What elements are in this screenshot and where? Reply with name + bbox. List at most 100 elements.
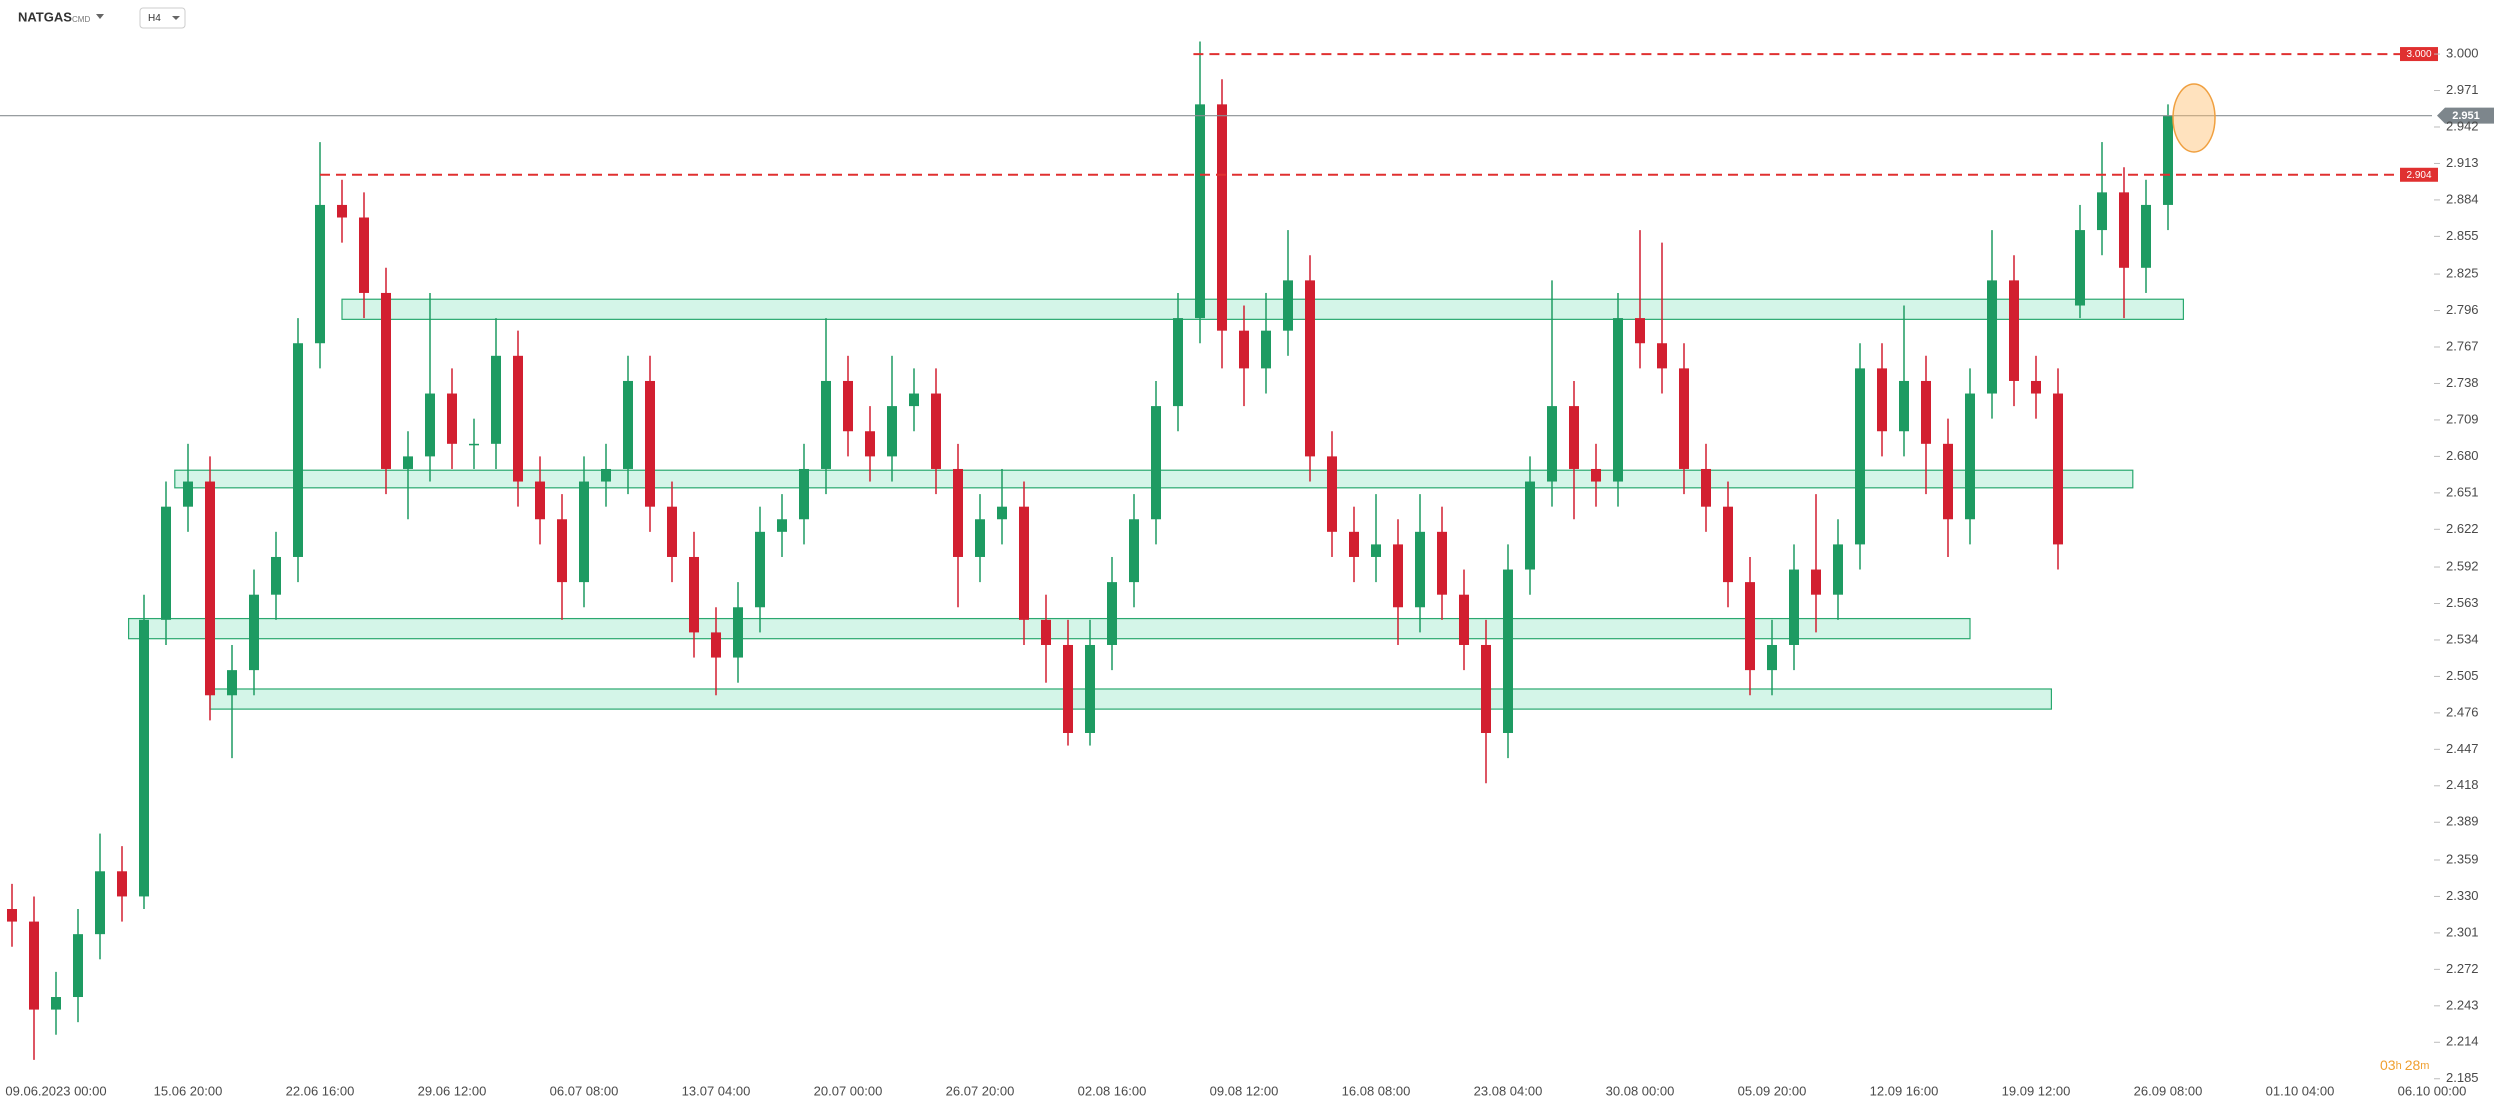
candle-body [1305, 280, 1315, 457]
y-tick-label: 2.796 [2446, 302, 2479, 317]
candle-body [1283, 280, 1293, 331]
candle-body [315, 204, 325, 344]
candles [7, 41, 2173, 1060]
interval-dropdown[interactable] [172, 16, 180, 20]
candle-body [183, 481, 193, 507]
candle-body [557, 519, 567, 583]
candle-body [491, 355, 501, 444]
candle-body [469, 443, 479, 446]
y-tick-label: 2.534 [2446, 631, 2479, 646]
x-tick-label: 12.09 16:00 [1870, 1083, 1939, 1098]
candle-body [51, 997, 61, 1010]
candle-body [1503, 569, 1513, 733]
y-tick-label: 2.447 [2446, 741, 2479, 756]
x-tick-label: 16.08 08:00 [1342, 1083, 1411, 1098]
candle-body [227, 670, 237, 696]
candle-body [997, 506, 1007, 520]
candle-body [381, 292, 391, 469]
candle-body [1041, 619, 1051, 645]
countdown-hours: 03 [2380, 1057, 2396, 1073]
candle-body [1085, 644, 1095, 733]
candle-body [1811, 569, 1821, 595]
candle-body [2097, 192, 2107, 231]
candle-body [1195, 104, 1205, 319]
candle-body [1173, 318, 1183, 407]
highlight-ellipse [2172, 83, 2216, 153]
candle-body [1217, 104, 1227, 331]
candle-body [2075, 230, 2085, 306]
candle-body [403, 456, 413, 469]
candle-body [535, 481, 545, 520]
y-tick-label: 2.855 [2446, 228, 2479, 243]
candle-body [755, 531, 765, 608]
candle-body [887, 406, 897, 457]
interval: H4 [148, 13, 161, 24]
candle-body [73, 934, 83, 998]
candle-body [711, 632, 721, 658]
candle-body [579, 481, 589, 583]
levels: 3.000 2.904 2.951 [0, 47, 2494, 182]
candle-body [1151, 406, 1161, 520]
candle-body [623, 380, 633, 469]
toolbar: NATGAS CMD H4 [18, 7, 186, 29]
level-tag [2400, 167, 2438, 182]
x-tick-label: 13.07 04:00 [682, 1083, 751, 1098]
candle-body [1129, 519, 1139, 583]
x-tick-label: 01.10 04:00 [2266, 1083, 2335, 1098]
candle-body [645, 380, 655, 507]
candle-body [1899, 380, 1909, 432]
candle-body [601, 468, 611, 482]
x-tick-label: 06.10 00:00 [2398, 1083, 2467, 1098]
candle-body [931, 393, 941, 469]
axes: 3.000 2.971 2.942 2.913 2.884 2.855 2.825 2.796… [5, 46, 2478, 1099]
candle-body [205, 481, 215, 696]
level-label: 3.000 [2406, 49, 2431, 60]
y-tick-label: 2.359 [2446, 851, 2479, 866]
candle-body [1019, 506, 1029, 620]
candle-body [821, 380, 831, 469]
candle-body [1701, 468, 1711, 507]
candle-body [2163, 115, 2173, 205]
candle-body [2053, 393, 2063, 545]
candle-body [1679, 368, 1689, 469]
candle-body [733, 607, 743, 658]
countdown-h: h [2396, 1060, 2402, 1072]
candle-body [1833, 544, 1843, 595]
candle-body [139, 619, 149, 897]
candle-body [271, 556, 281, 595]
x-tick-label: 05.09 20:00 [1738, 1083, 1807, 1098]
y-tick-label: 2.214 [2446, 1034, 2479, 1049]
candle-body [689, 556, 699, 633]
candle-body [293, 343, 303, 557]
countdown-m: m [2420, 1060, 2429, 1072]
y-tick-label: 2.243 [2446, 997, 2479, 1012]
y-tick-label: 2.476 [2446, 704, 2479, 719]
candle-body [1547, 406, 1557, 482]
y-tick-label: 2.563 [2446, 595, 2479, 610]
symbol[interactable]: NATGAS [18, 9, 72, 24]
interval-button[interactable] [139, 7, 186, 29]
candle-body [1481, 644, 1491, 733]
level-label: 2.904 [2406, 170, 2431, 181]
candle-body [1943, 443, 1953, 520]
support-zone [209, 688, 2053, 710]
x-tick-label: 26.09 08:00 [2134, 1083, 2203, 1098]
candle-body [1657, 343, 1667, 369]
candle-body [1525, 481, 1535, 570]
candle-body [1393, 544, 1403, 608]
y-tick-label: 2.505 [2446, 668, 2479, 683]
y-tick-label: 2.622 [2446, 521, 2479, 536]
symbol-dropdown[interactable] [96, 14, 104, 19]
y-tick-label: 2.942 [2446, 118, 2479, 133]
candle-body [667, 506, 677, 557]
candle-body [777, 519, 787, 532]
candle-body [2119, 192, 2129, 268]
countdown: 03h 28m [2380, 1057, 2429, 1073]
x-tick-label: 20.07 00:00 [814, 1083, 883, 1098]
candle-body [1921, 380, 1931, 444]
y-tick-label: 2.971 [2446, 82, 2479, 97]
candle-body [799, 468, 809, 520]
candle-body [1745, 582, 1755, 671]
